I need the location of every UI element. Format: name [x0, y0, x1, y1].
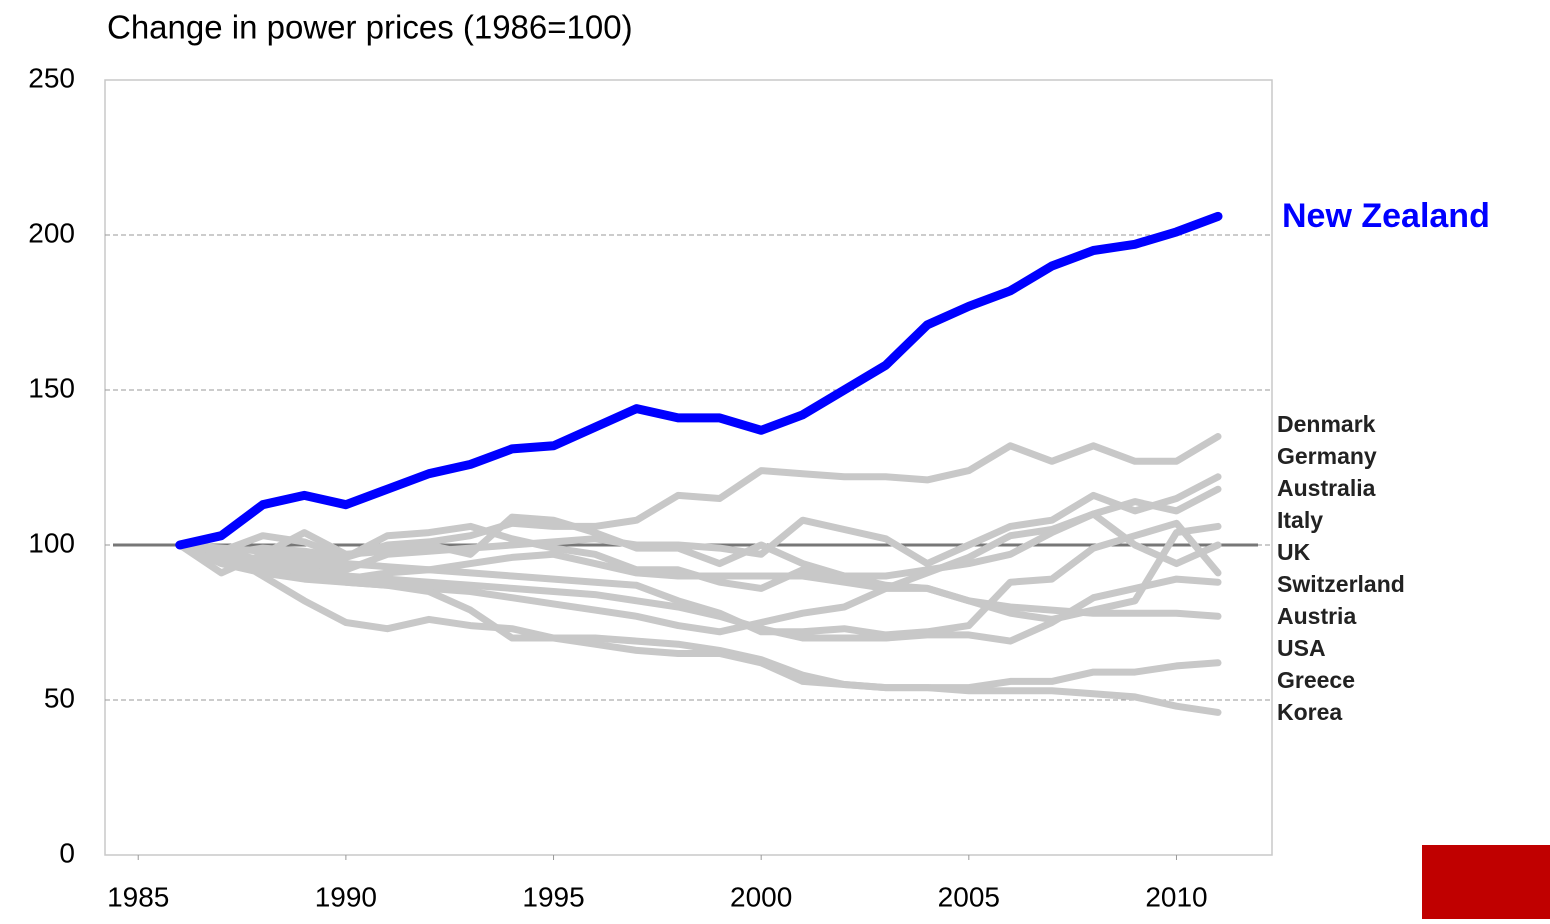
series-line	[175, 211, 1223, 550]
y-tick-label: 50	[44, 682, 75, 713]
x-tick-label: 1995	[522, 881, 584, 912]
x-tick-label: 1990	[315, 881, 377, 912]
plot-frame	[104, 79, 1273, 856]
x-tick-label: 2000	[730, 881, 792, 912]
x-tick-label: 1985	[107, 881, 169, 912]
y-tick-label: 100	[28, 527, 75, 558]
series-line	[176, 513, 1222, 623]
series-label: Greece	[1277, 667, 1355, 693]
series-label: Denmark	[1277, 411, 1376, 437]
x-tick-label: 2005	[938, 881, 1000, 912]
series-line	[176, 541, 1222, 620]
series-label: Switzerland	[1277, 571, 1405, 597]
series-label: Australia	[1277, 475, 1376, 501]
x-tick-label: 2010	[1145, 881, 1207, 912]
series-label: Germany	[1277, 443, 1377, 469]
y-tick-label: 150	[28, 372, 75, 403]
series-label: Italy	[1277, 507, 1323, 533]
series-line	[176, 433, 1222, 561]
logo	[1422, 845, 1550, 919]
series-label: UK	[1277, 539, 1311, 565]
series-label: USA	[1277, 635, 1326, 661]
chart-title: Change in power prices (1986=100)	[107, 9, 633, 46]
y-tick-label: 250	[28, 62, 75, 93]
series-line	[176, 541, 1222, 716]
series-label: Austria	[1277, 603, 1356, 629]
series-label: New Zealand	[1282, 197, 1490, 235]
y-tick-label: 0	[59, 837, 75, 868]
series-line	[176, 541, 1222, 692]
series-label: Korea	[1277, 699, 1342, 725]
y-tick-label: 200	[28, 217, 75, 248]
series-line	[176, 519, 1222, 639]
